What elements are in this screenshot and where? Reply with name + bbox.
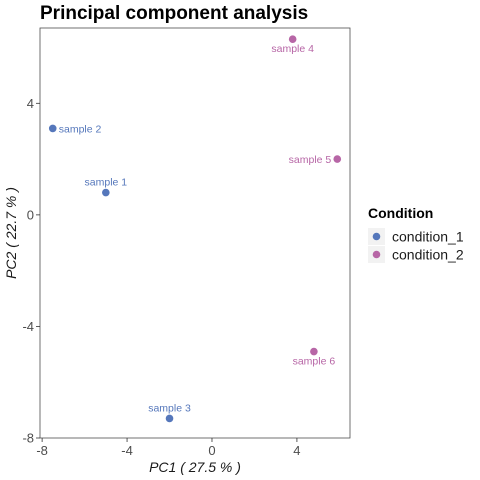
x-axis: -8 -4 0 4 [36,438,301,458]
y-tick-label: 4 [27,96,34,111]
x-tick-label: 4 [293,443,300,458]
y-axis-title: PC2 ( 22.7 % ) [3,187,19,279]
legend: Condition condition_1 condition_2 [368,205,464,263]
data-point-label: sample 1 [85,177,128,189]
data-point [48,124,57,133]
data-point-label: sample 2 [59,123,102,135]
data-point-label: sample 5 [289,154,332,166]
legend-marker [372,250,381,259]
legend-title: Condition [368,205,433,221]
x-axis-title: PC1 ( 27.5 % ) [149,459,241,475]
data-points: sample 1 sample 2 sample 3 sample 4 sample 5… [48,35,342,423]
data-point [310,347,318,356]
legend-marker [372,232,381,241]
data-point [102,188,110,197]
data-point-label: sample 3 [148,402,191,414]
data-point [288,35,297,43]
y-tick-label: -4 [22,319,34,334]
y-axis: -8 -4 0 4 [22,96,40,446]
data-point [165,414,174,423]
x-tick-label: -4 [121,443,133,458]
plot-panel [39,27,351,439]
x-tick-label: 0 [208,443,215,458]
legend-label: condition_2 [392,247,464,263]
data-point-label: sample 6 [293,356,336,368]
legend-entries: condition_1 condition_2 [368,228,464,263]
chart-title: Principal component analysis [40,3,308,24]
y-tick-label: -8 [22,431,34,446]
x-tick-label: -8 [36,443,48,458]
data-point [333,155,342,163]
y-tick-label: 0 [27,207,34,222]
data-point-label: sample 4 [271,43,314,55]
legend-label: condition_1 [392,229,464,245]
